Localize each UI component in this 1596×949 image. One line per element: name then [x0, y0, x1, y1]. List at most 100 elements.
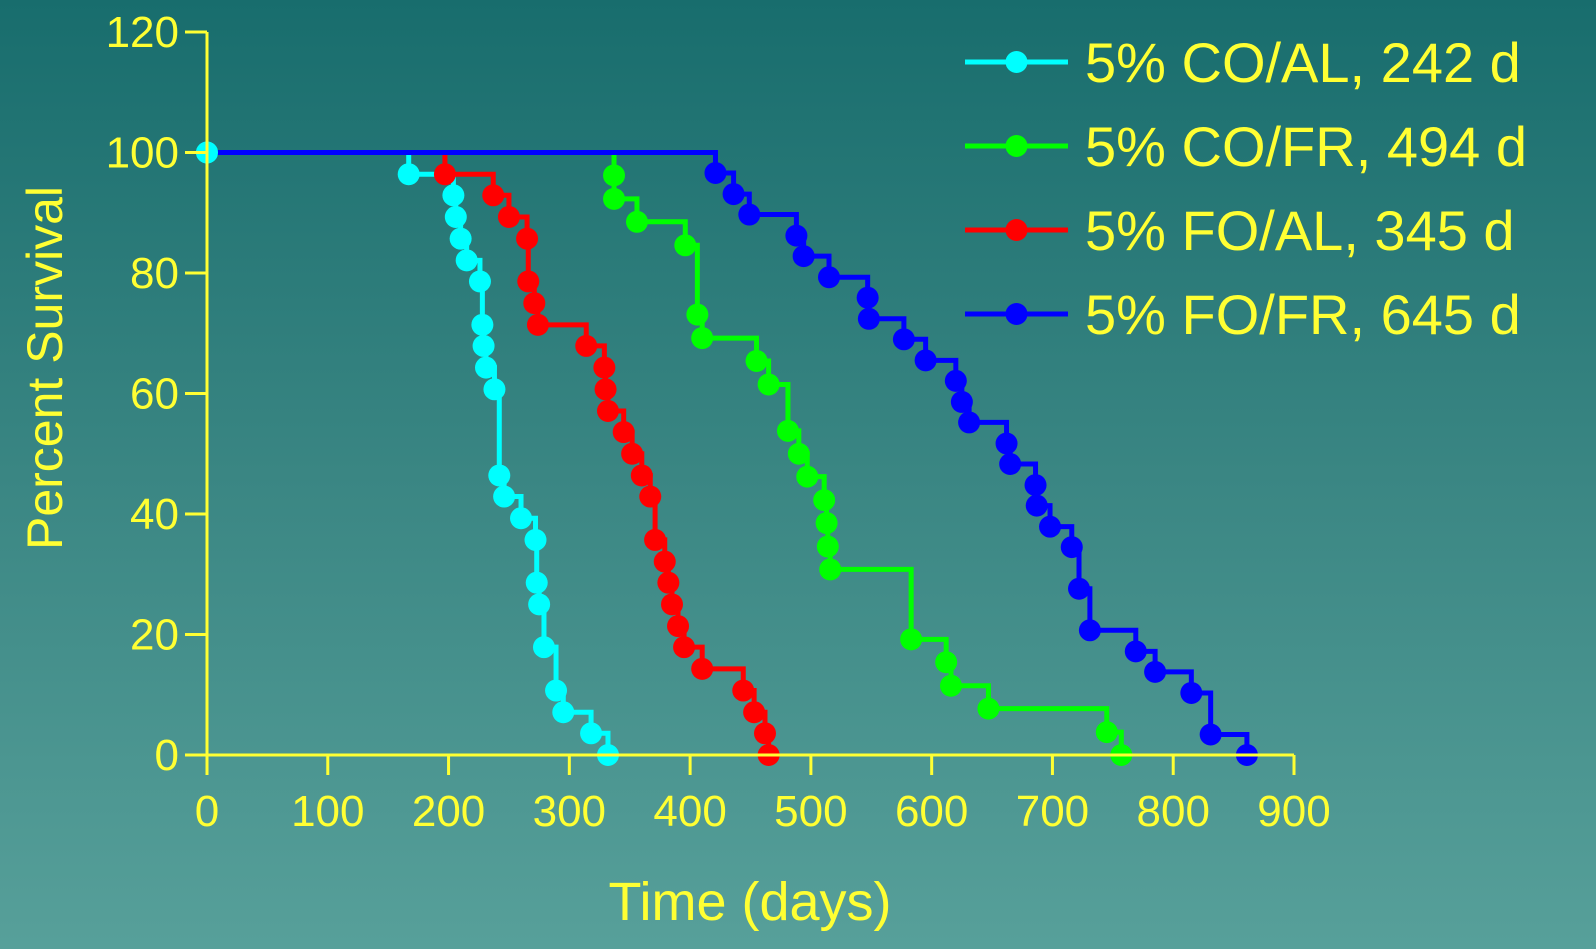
- series-line: [207, 150, 1124, 755]
- data-point: [757, 373, 780, 396]
- data-point: [625, 210, 648, 233]
- data-point: [472, 334, 495, 357]
- x-tick-label: 100: [291, 787, 364, 836]
- data-point: [819, 558, 842, 581]
- x-tick-label: 400: [653, 787, 726, 836]
- data-point: [483, 378, 506, 401]
- data-point: [455, 249, 478, 272]
- x-tick-label: 900: [1257, 787, 1330, 836]
- data-point: [944, 369, 967, 392]
- data-point: [818, 266, 841, 289]
- data-point: [603, 164, 626, 187]
- data-point: [816, 535, 839, 558]
- data-point: [939, 674, 962, 697]
- x-tick-label: 200: [412, 787, 485, 836]
- data-point: [813, 489, 836, 512]
- legend-label: 5% CO/FR, 494 d: [1085, 115, 1527, 178]
- data-point: [815, 512, 838, 535]
- data-point: [691, 327, 714, 350]
- data-point: [856, 286, 879, 309]
- data-point: [545, 679, 568, 702]
- data-point: [493, 485, 516, 508]
- data-point: [523, 292, 546, 315]
- data-point: [691, 657, 714, 680]
- legend-label: 5% CO/AL, 242 d: [1085, 31, 1521, 94]
- data-point: [722, 183, 745, 206]
- data-point: [995, 432, 1018, 455]
- data-point: [532, 636, 555, 659]
- data-point: [857, 307, 880, 330]
- data-point: [1068, 577, 1091, 600]
- legend-swatch-marker: [1005, 219, 1028, 241]
- data-point: [525, 571, 548, 594]
- data-point: [497, 205, 520, 228]
- legend-swatch-marker: [1005, 51, 1028, 73]
- data-point: [1095, 721, 1118, 744]
- x-axis-label: Time (days): [608, 872, 891, 932]
- data-point: [621, 442, 644, 465]
- legend-entry: 5% FO/FR, 645 d: [965, 283, 1521, 346]
- data-point: [674, 234, 697, 257]
- y-tick-label: 40: [130, 490, 179, 539]
- data-point: [892, 328, 915, 351]
- x-tick-label: 700: [1016, 787, 1089, 836]
- data-point: [630, 464, 653, 487]
- data-point: [1025, 494, 1048, 517]
- data-point: [510, 507, 533, 530]
- data-point: [444, 205, 467, 228]
- y-tick-label: 80: [130, 249, 179, 298]
- y-axis-label: Percent Survival: [17, 186, 73, 550]
- data-point: [753, 722, 776, 745]
- legend-entry: 5% CO/AL, 242 d: [965, 31, 1521, 94]
- data-point: [1024, 474, 1047, 497]
- legend-entry: 5% FO/AL, 345 d: [965, 199, 1515, 262]
- data-point: [471, 313, 494, 336]
- data-point: [1144, 660, 1167, 683]
- data-point: [653, 550, 676, 573]
- data-point: [552, 701, 575, 724]
- data-point: [575, 334, 598, 357]
- x-tick-label: 500: [774, 787, 847, 836]
- x-tick-label: 300: [533, 787, 606, 836]
- data-point: [449, 227, 472, 250]
- legend-entry: 5% CO/FR, 494 d: [965, 115, 1527, 178]
- data-point: [644, 528, 667, 551]
- data-point: [950, 390, 973, 413]
- data-point: [745, 349, 768, 372]
- x-tick-label: 600: [895, 787, 968, 836]
- y-tick-label: 0: [155, 731, 179, 780]
- data-point: [639, 485, 662, 508]
- series-line: [207, 150, 611, 755]
- legend-swatch-marker: [1005, 303, 1028, 325]
- data-point: [1124, 640, 1147, 663]
- legend: 5% CO/AL, 242 d 5% CO/FR, 494 d 5% FO/AL, …: [965, 31, 1527, 346]
- data-point: [603, 187, 626, 210]
- y-tick-label: 120: [106, 8, 179, 57]
- series-1: [207, 150, 1133, 766]
- data-point: [732, 679, 755, 702]
- data-point: [673, 636, 696, 659]
- data-point: [900, 628, 923, 651]
- data-point: [433, 163, 456, 186]
- legend-label: 5% FO/FR, 645 d: [1085, 283, 1521, 346]
- data-point: [958, 411, 981, 434]
- series-2: [207, 150, 780, 766]
- data-point: [612, 421, 635, 444]
- data-point: [660, 593, 683, 616]
- data-point: [482, 184, 505, 207]
- data-point: [596, 399, 619, 422]
- data-point: [517, 270, 540, 293]
- data-point: [792, 245, 815, 268]
- y-tick-label: 20: [130, 611, 179, 660]
- legend-label: 5% FO/AL, 345 d: [1085, 199, 1515, 262]
- legend-swatch-marker: [1005, 135, 1028, 157]
- data-point: [667, 615, 690, 638]
- data-point: [999, 452, 1022, 475]
- data-point: [488, 464, 511, 487]
- data-point: [1180, 681, 1203, 704]
- data-point: [686, 303, 709, 326]
- data-point: [787, 442, 810, 465]
- data-point: [442, 184, 465, 207]
- data-point: [935, 651, 958, 674]
